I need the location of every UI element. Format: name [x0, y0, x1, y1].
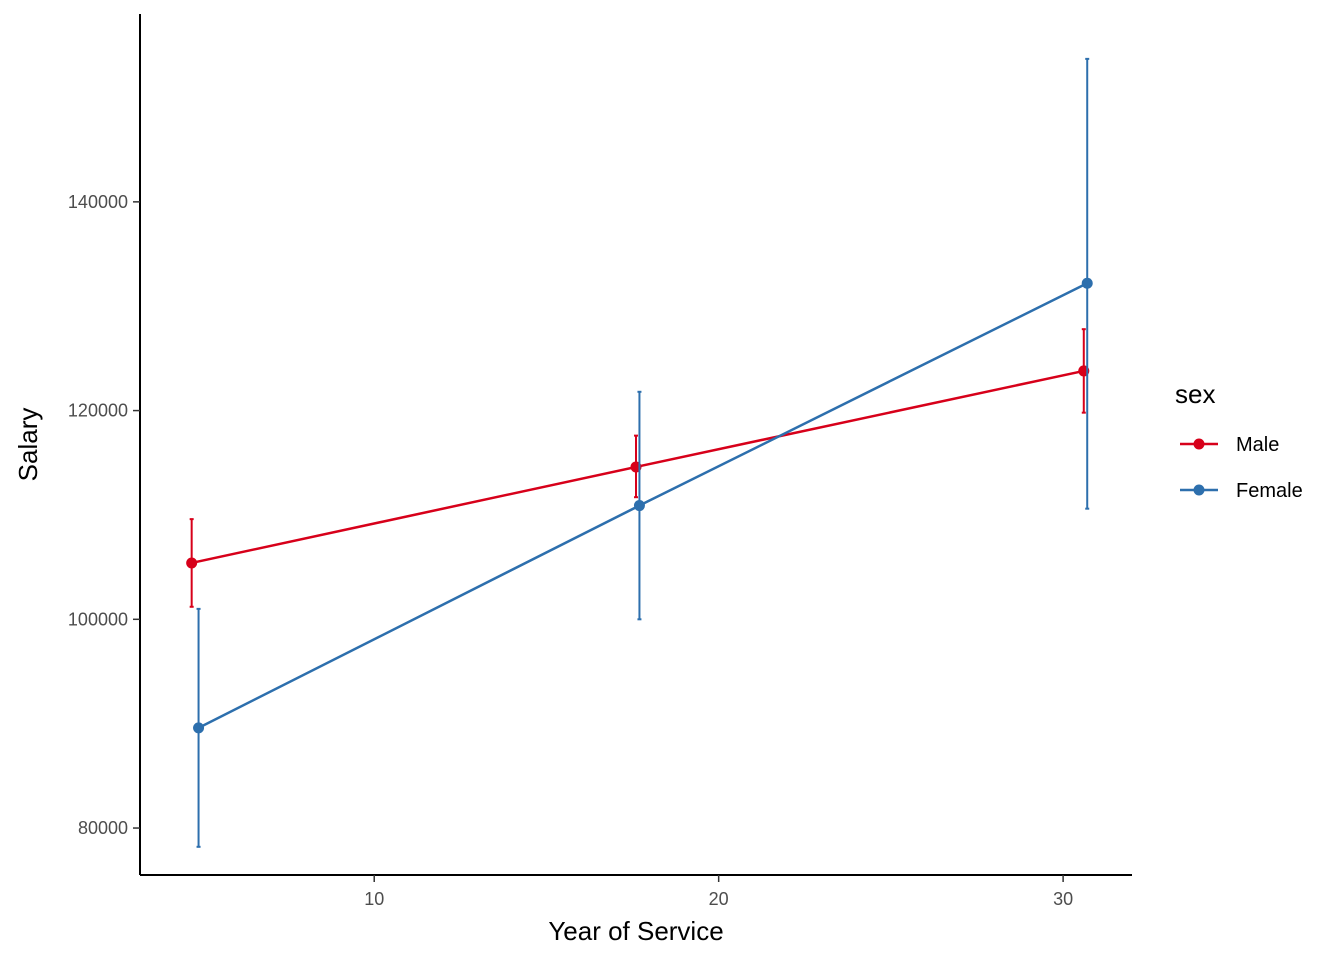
x-tick-label: 30: [1053, 889, 1073, 909]
x-tick-label: 20: [709, 889, 729, 909]
x-axis-title: Year of Service: [548, 916, 723, 946]
legend-key-point: [1193, 438, 1205, 450]
x-tick-label: 10: [364, 889, 384, 909]
data-point: [193, 722, 205, 734]
y-tick-label: 140000: [68, 192, 128, 212]
legend-label: Male: [1236, 434, 1279, 456]
series-female: [193, 57, 1093, 848]
y-tick-label: 80000: [78, 818, 128, 838]
series-male: [186, 328, 1090, 608]
legend-title: sex: [1175, 379, 1215, 409]
data-point: [633, 500, 645, 512]
y-axis-title: Salary: [13, 408, 43, 482]
axes: 10 20 30 80000 100000 120000 140000: [68, 14, 1132, 909]
legend-item-male: Male: [1180, 434, 1279, 456]
legend: sex Male Female: [1175, 379, 1303, 502]
y-tick-label: 100000: [68, 609, 128, 629]
data-point: [186, 557, 198, 569]
legend-item-female: Female: [1180, 480, 1303, 502]
y-tick-label: 120000: [68, 401, 128, 421]
data-point: [1081, 277, 1093, 289]
legend-label: Female: [1236, 480, 1303, 502]
legend-key-point: [1193, 484, 1205, 496]
plot-area: [186, 57, 1093, 848]
